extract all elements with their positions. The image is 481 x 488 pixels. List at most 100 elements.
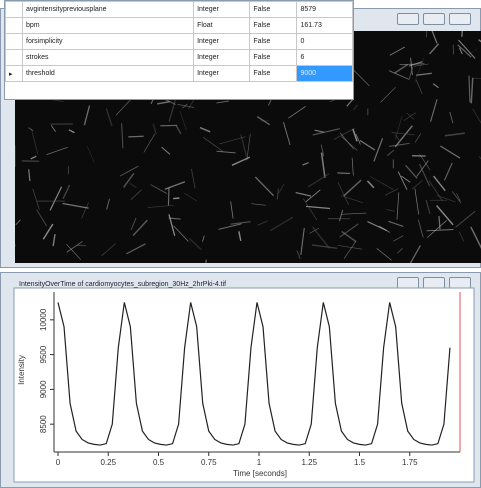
cell-fiber	[393, 236, 403, 242]
table-cell[interactable]: 161.73	[297, 18, 353, 34]
table-cell[interactable]: Integer	[194, 34, 250, 50]
cell-fiber	[445, 133, 465, 136]
maximize-button[interactable]	[423, 277, 445, 289]
cell-fiber	[277, 189, 278, 200]
table-cell[interactable]: 8579	[297, 2, 353, 18]
cell-fiber	[347, 99, 353, 106]
cell-fiber	[16, 220, 21, 225]
cell-fiber	[247, 134, 251, 161]
table-cell[interactable]: False	[250, 34, 297, 50]
close-button[interactable]	[449, 13, 471, 25]
cell-fiber	[28, 128, 33, 131]
cell-fiber	[122, 123, 123, 148]
table-cell[interactable]: Integer	[194, 66, 250, 82]
cell-fiber	[385, 189, 398, 196]
cell-fiber	[341, 136, 357, 150]
cell-fiber	[390, 47, 405, 55]
cell-fiber	[131, 218, 136, 230]
cell-fiber	[341, 213, 366, 214]
table-cell[interactable]: False	[250, 66, 297, 82]
table-cell[interactable]: threshold	[23, 66, 194, 82]
table-cell[interactable]: False	[250, 18, 297, 34]
cell-fiber	[342, 231, 357, 241]
table-cell[interactable]: False	[250, 2, 297, 18]
table-cell[interactable]: 0	[297, 34, 353, 50]
cell-fiber	[430, 44, 439, 54]
cell-fiber	[388, 221, 403, 226]
cell-fiber	[216, 101, 228, 103]
cell-fiber	[288, 106, 305, 118]
cell-fiber	[415, 134, 421, 143]
cell-fiber	[339, 210, 342, 221]
cell-fiber	[427, 230, 454, 231]
minimize-button[interactable]	[397, 13, 419, 25]
cell-fiber	[389, 143, 409, 146]
cell-fiber	[128, 136, 143, 137]
table-cell[interactable]: forsimplicity	[23, 34, 194, 50]
table-cell[interactable]: Integer	[194, 50, 250, 66]
cell-fiber	[471, 227, 481, 251]
cell-fiber	[406, 165, 418, 178]
table-cell[interactable]: Integer	[194, 2, 250, 18]
table-cell[interactable]: strokes	[23, 50, 194, 66]
cell-fiber	[231, 201, 233, 218]
cell-fiber	[340, 224, 359, 237]
cell-fiber	[415, 189, 419, 215]
cell-fiber	[389, 71, 409, 80]
cell-fiber	[315, 130, 325, 132]
screen: avgintensitypreviousplaneIntegerFalse857…	[0, 0, 481, 488]
cell-fiber	[397, 248, 402, 253]
table-cell[interactable]: bpm	[23, 18, 194, 34]
cell-fiber	[416, 73, 432, 75]
cell-fiber	[360, 140, 375, 150]
cell-fiber	[340, 133, 354, 150]
cell-fiber	[51, 125, 55, 131]
cell-fiber	[283, 122, 290, 145]
table-cell[interactable]: 9000	[297, 66, 353, 82]
cell-fiber	[279, 184, 284, 193]
table-cell[interactable]: False	[250, 50, 297, 66]
table-cell[interactable]: 6	[297, 50, 353, 66]
row-header	[6, 50, 23, 66]
maximize-button[interactable]	[423, 13, 445, 25]
cell-fiber	[165, 182, 185, 190]
cell-fiber	[184, 193, 197, 201]
cell-fiber	[131, 190, 142, 200]
cell-fiber	[354, 105, 358, 110]
cell-fiber	[69, 130, 75, 133]
cell-fiber	[410, 245, 420, 263]
cell-fiber	[189, 238, 201, 249]
cell-fiber	[427, 220, 446, 237]
minimize-button[interactable]	[397, 277, 419, 289]
cell-fiber	[367, 181, 373, 188]
cell-fiber	[148, 205, 174, 207]
cell-fiber	[415, 58, 424, 83]
cell-fiber	[151, 185, 167, 194]
cell-fiber	[29, 169, 30, 181]
table-cell[interactable]: avgintensitypreviousplane	[23, 2, 194, 18]
cell-fiber	[239, 231, 241, 241]
cell-fiber	[200, 128, 210, 132]
cell-fiber	[157, 102, 170, 104]
cell-fiber	[344, 180, 361, 196]
row-header	[6, 2, 23, 18]
cell-fiber	[374, 138, 383, 161]
cell-fiber	[203, 137, 223, 151]
close-button[interactable]	[449, 277, 471, 289]
cell-fiber	[303, 198, 317, 220]
cell-fiber	[312, 245, 338, 248]
cell-fiber	[219, 224, 242, 230]
table-cell[interactable]: Float	[194, 18, 250, 34]
cell-fiber	[153, 124, 156, 135]
cell-fiber	[431, 99, 438, 121]
cell-fiber	[412, 180, 422, 189]
cell-fiber	[450, 112, 453, 123]
cell-fiber	[180, 111, 186, 130]
cell-fiber	[53, 234, 55, 246]
